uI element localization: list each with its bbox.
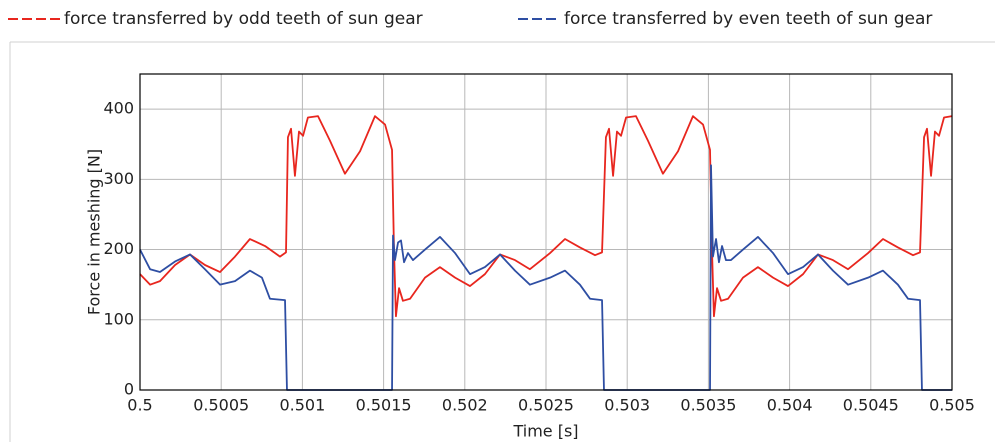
x-tick-label: 0.5005 [193, 396, 249, 415]
x-tick-label: 0.505 [929, 396, 975, 415]
x-tick-label: 0.5035 [680, 396, 736, 415]
x-tick-label: 0.502 [442, 396, 488, 415]
y-tick-label: 100 [103, 309, 134, 328]
x-tick-label: 0.504 [767, 396, 813, 415]
series-line [139, 115, 953, 318]
legend-label: force transferred by even teeth of sun g… [564, 9, 932, 29]
x-tick-label: 0.5015 [356, 396, 412, 415]
x-tick-label: 0.5025 [518, 396, 574, 415]
y-tick-label: 300 [103, 169, 134, 188]
x-tick-label: 0.5 [127, 396, 152, 415]
y-tick-label: 400 [103, 99, 134, 118]
series-line [139, 164, 952, 391]
y-tick-label: 200 [103, 239, 134, 258]
x-tick-label: 0.5045 [843, 396, 899, 415]
x-tick-label: 0.501 [279, 396, 325, 415]
x-axis-label: Time [s] [512, 422, 578, 441]
legend-label: force transferred by odd teeth of sun ge… [64, 9, 423, 29]
y-axis-label: Force in meshing [N] [85, 149, 104, 315]
plot-frame [139, 73, 953, 391]
x-tick-label: 0.503 [604, 396, 650, 415]
y-tick-label: 0 [124, 380, 134, 399]
